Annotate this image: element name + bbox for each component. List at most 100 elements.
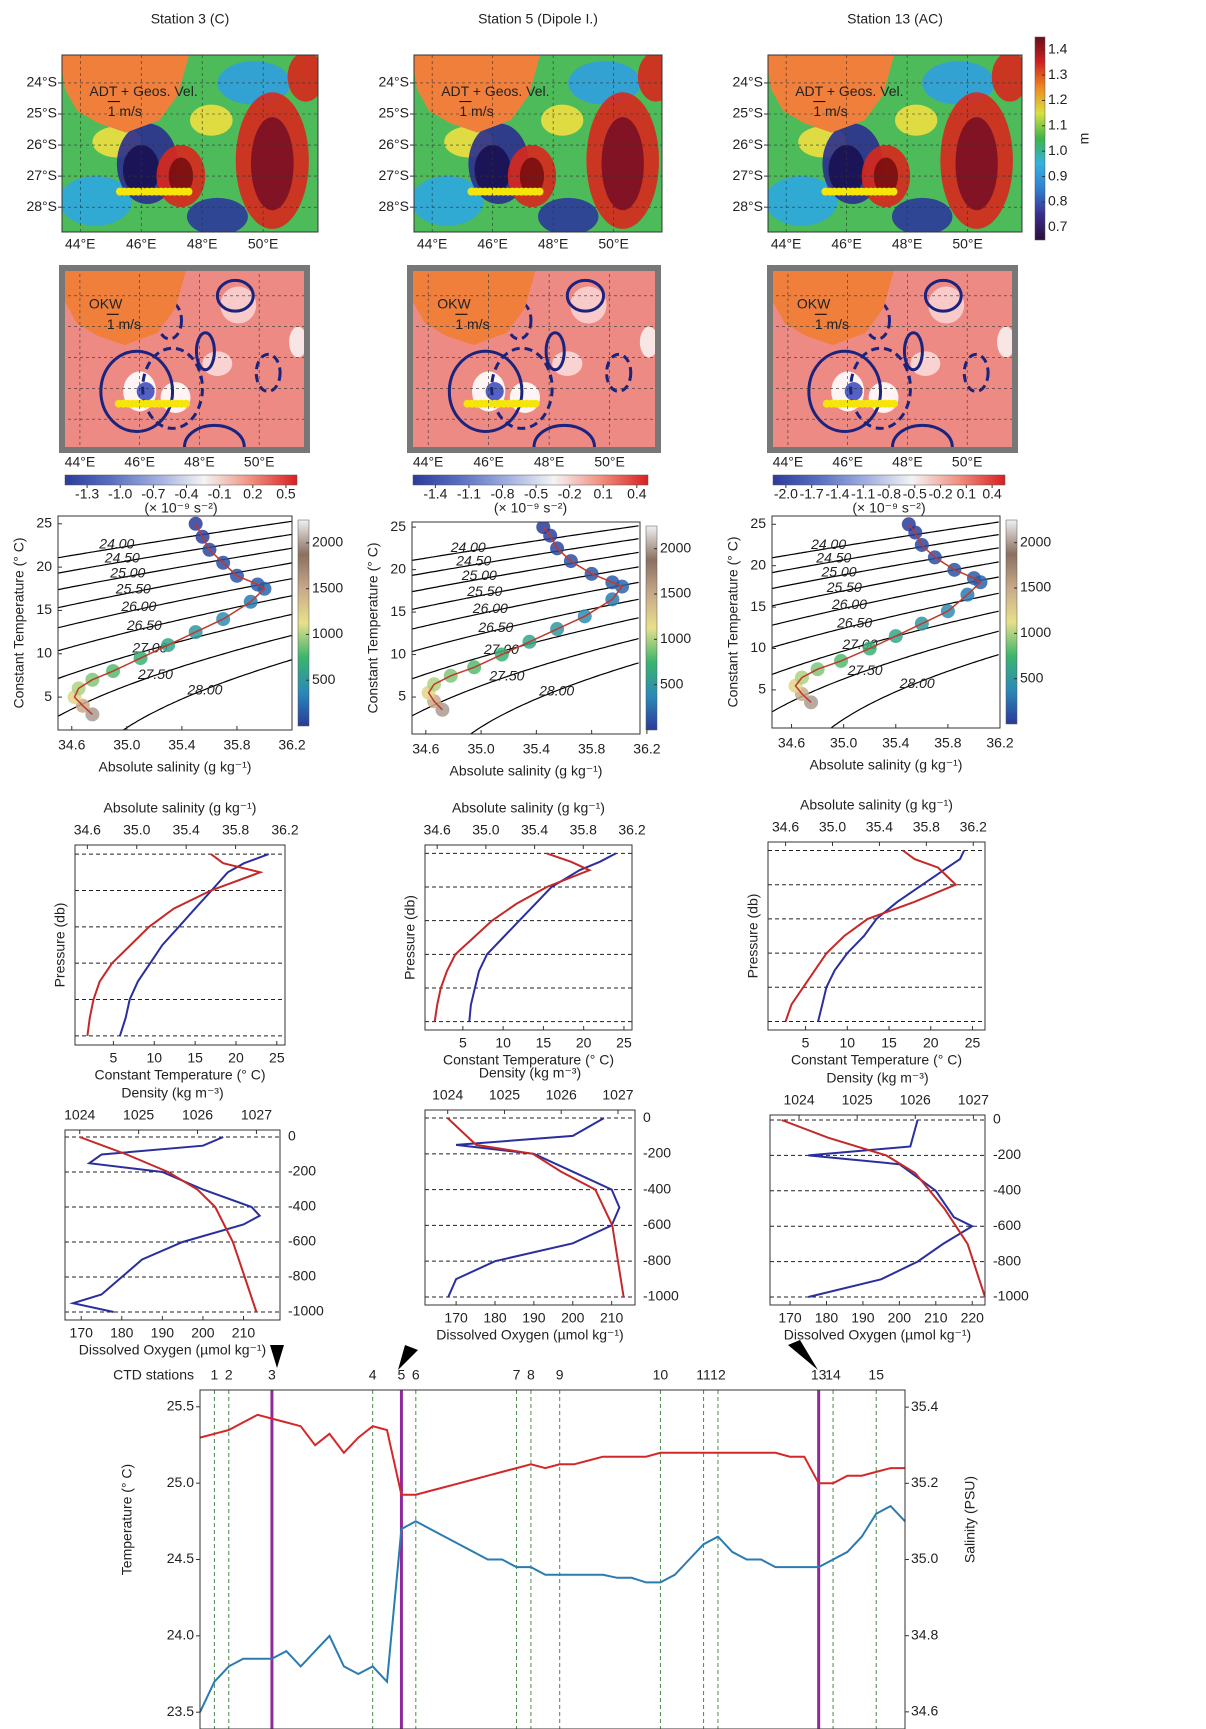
ts-point	[901, 517, 916, 532]
y-tick-label: 28°S	[732, 198, 763, 214]
eddy-contour	[254, 352, 282, 393]
x-tick-label: 190	[851, 1310, 875, 1326]
x2-tick-label: 1026	[900, 1092, 931, 1108]
eddy-contour	[891, 423, 954, 450]
x-tick-label: 36.2	[633, 741, 660, 757]
panel-title: Station 3 (C)	[151, 11, 230, 27]
map-feature	[62, 176, 133, 226]
eddy-contour	[605, 352, 633, 393]
y-axis-label: Constant Temperature (° C)	[365, 542, 381, 713]
isopycnal	[58, 613, 292, 680]
y2-axis-label: Salinity (PSU)	[962, 1476, 978, 1563]
colorbar-tick-label: -1.4	[423, 486, 447, 502]
isopycnal-label: 28.00	[538, 682, 574, 698]
colorbar-tick-label: 0.1	[957, 486, 977, 502]
plot-area: 24.0024.5025.0025.5026.0026.5027.0027.50…	[412, 522, 639, 734]
x-axis-label: Constant Temperature (° C)	[791, 1052, 962, 1068]
profile-line	[817, 850, 966, 1022]
x2-tick-label: 36.2	[271, 822, 298, 838]
isopycnal	[772, 534, 999, 574]
x2-tick-label: 34.6	[74, 822, 101, 838]
x-tick-label: 35.0	[113, 737, 140, 753]
isopycnal	[58, 533, 292, 574]
y-tick-label: 15	[750, 598, 766, 614]
colorbar-tick-label: -0.2	[928, 486, 952, 502]
station-label: 13	[811, 1367, 827, 1383]
x2-tick-label: 35.4	[521, 822, 548, 838]
station-label: 7	[513, 1367, 521, 1383]
map-feature	[928, 286, 965, 324]
map-feature	[287, 55, 318, 102]
isopycnal-label: 26.50	[836, 615, 872, 631]
station-label: 12	[710, 1367, 726, 1383]
axes-frame	[413, 54, 663, 233]
x-tick-label: 5	[459, 1035, 467, 1051]
x-tick-label: 44°E	[773, 454, 804, 470]
colorbar-tick-label: -1.0	[108, 486, 132, 502]
scale-label: 1 m/s	[108, 103, 142, 119]
x2-tick-label: 34.6	[772, 819, 799, 835]
isopycnal-label: 25.00	[461, 567, 497, 583]
map-label: OKW	[797, 296, 831, 312]
axes-frame	[411, 521, 641, 735]
x-tick-label: 190	[151, 1325, 175, 1341]
colorbar-tick-label: 1.2	[1048, 91, 1068, 107]
station-label: 4	[369, 1367, 377, 1383]
colorbar-tick-label: 1.1	[1048, 117, 1068, 133]
axes-frame	[64, 1129, 281, 1321]
plot-area	[62, 268, 307, 450]
x-tick-label: 25	[616, 1035, 632, 1051]
x-tick-label: 210	[924, 1310, 948, 1326]
isopycnal	[122, 659, 292, 730]
land	[410, 268, 537, 346]
colorbar-tick-label: 1500	[1020, 579, 1051, 595]
colorbar-tick-label: 2000	[660, 539, 691, 555]
colorbar-tick-label: 1.3	[1048, 66, 1068, 82]
map-feature	[538, 197, 599, 232]
scale-label: 1 m/s	[813, 103, 847, 119]
station-label: 5	[398, 1367, 406, 1383]
x2-tick-label: 1024	[64, 1107, 95, 1123]
land	[414, 55, 541, 133]
isopycnal-label: 28.00	[186, 681, 222, 697]
colorbar-tick-label: -0.4	[174, 486, 198, 502]
map-feature	[891, 197, 953, 232]
axes-frame	[771, 515, 1001, 729]
axes-frame	[767, 54, 1023, 233]
y-tick-label: 25.5	[167, 1398, 194, 1414]
land	[768, 55, 895, 133]
isopycnal	[412, 638, 639, 717]
y-axis-label: Constant Temperature (° C)	[11, 537, 27, 708]
x-tick-label: 35.8	[578, 741, 605, 757]
colorbar-tick-label: -1.1	[457, 486, 481, 502]
colorbar	[772, 474, 1006, 486]
profile-line	[86, 853, 264, 1037]
map-feature	[160, 382, 191, 413]
isopycnal	[772, 547, 999, 590]
x-axis-label: Absolute salinity (g kg⁻¹)	[99, 759, 252, 775]
x-axis-label: Absolute salinity (g kg⁻¹)	[810, 757, 963, 773]
map-feature	[289, 326, 307, 358]
y-tick-label: 25°S	[378, 105, 409, 121]
x-axis-label: Dissolved Oxygen (µmol kg⁻¹)	[784, 1327, 971, 1343]
isopycnal	[58, 562, 292, 609]
y-tick-label: 0	[643, 1109, 651, 1125]
isopycnal	[772, 576, 999, 626]
colorbar-tick-label: -1.7	[800, 486, 824, 502]
station-label: 8	[527, 1367, 535, 1383]
scale-label: 1 m/s	[455, 316, 489, 332]
y-tick-label: 10	[36, 644, 52, 660]
isopycnal-label: 24.00	[98, 536, 134, 552]
colorbar-label: (× 10⁻⁹ s⁻²)	[494, 500, 567, 516]
x-axis-label: Dissolved Oxygen (µmol kg⁻¹)	[436, 1327, 623, 1343]
map-feature	[868, 382, 899, 413]
x2-tick-label: 36.2	[618, 822, 645, 838]
plot-area	[781, 1119, 985, 1298]
isopycnal	[412, 566, 639, 610]
map-feature	[414, 176, 484, 226]
x2-tick-label: 1027	[958, 1092, 989, 1108]
isopycnal	[772, 610, 999, 676]
eddy-contour	[215, 278, 255, 313]
y-tick-label: -600	[288, 1233, 316, 1249]
y-tick-label: 23.5	[167, 1703, 194, 1719]
